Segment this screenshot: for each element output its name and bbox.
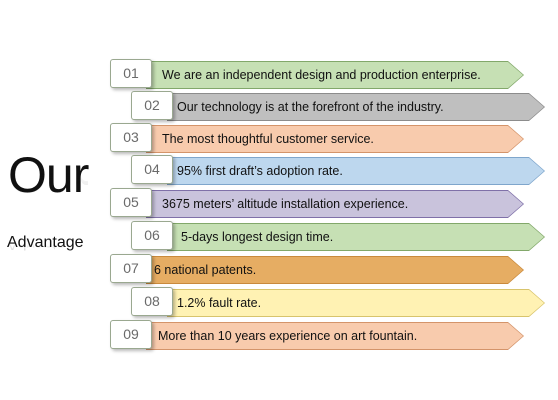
item-number: 08 [131, 287, 173, 316]
item-arrow [146, 125, 524, 153]
item-text: We are an independent design and product… [162, 68, 481, 82]
item-text: 3675 meters’ altitude installation exper… [162, 197, 409, 211]
list-item: 95% first draft’s adoption rate. 04 [131, 155, 545, 185]
list-item: 3675 meters’ altitude installation exper… [110, 188, 524, 218]
item-arrow [146, 256, 524, 284]
item-arrow [167, 93, 545, 121]
list-item: We are an independent design and product… [110, 59, 524, 89]
item-number: 05 [110, 188, 152, 217]
item-arrow [146, 61, 524, 89]
item-text: The most thoughtful customer service. [162, 132, 374, 146]
item-text: 5-days longest design time. [181, 230, 334, 244]
item-number: 06 [131, 221, 173, 250]
item-arrow [146, 190, 524, 218]
item-number: 09 [110, 320, 152, 349]
item-arrow [167, 289, 545, 317]
list-item: 1.2% fault rate. 08 [131, 287, 545, 317]
item-arrow [146, 322, 524, 350]
item-number: 03 [110, 123, 152, 152]
list-item: More than 10 years experience on art fou… [110, 320, 524, 350]
item-number: 02 [131, 91, 173, 120]
title-sub: Advantage [7, 234, 84, 251]
item-number: 04 [131, 155, 173, 184]
list-item: Our technology is at the forefront of th… [131, 91, 545, 121]
item-text: Our technology is at the forefront of th… [177, 100, 444, 114]
title-block: Our Our Advantage Advantage [0, 150, 104, 280]
item-text: 6 national patents. [154, 263, 257, 277]
list-item: 5-days longest design time. 06 [131, 221, 545, 251]
list-item: 6 national patents. 07 [110, 254, 524, 284]
item-number: 07 [110, 254, 152, 283]
list-item: The most thoughtful customer service. 03 [110, 123, 524, 153]
item-number: 01 [110, 59, 152, 88]
item-text: 95% first draft’s adoption rate. [177, 164, 343, 178]
item-text: More than 10 years experience on art fou… [158, 329, 418, 343]
item-arrow [167, 157, 545, 185]
item-arrow [167, 223, 545, 251]
title-main: Our [8, 147, 89, 203]
item-text: 1.2% fault rate. [177, 296, 262, 310]
